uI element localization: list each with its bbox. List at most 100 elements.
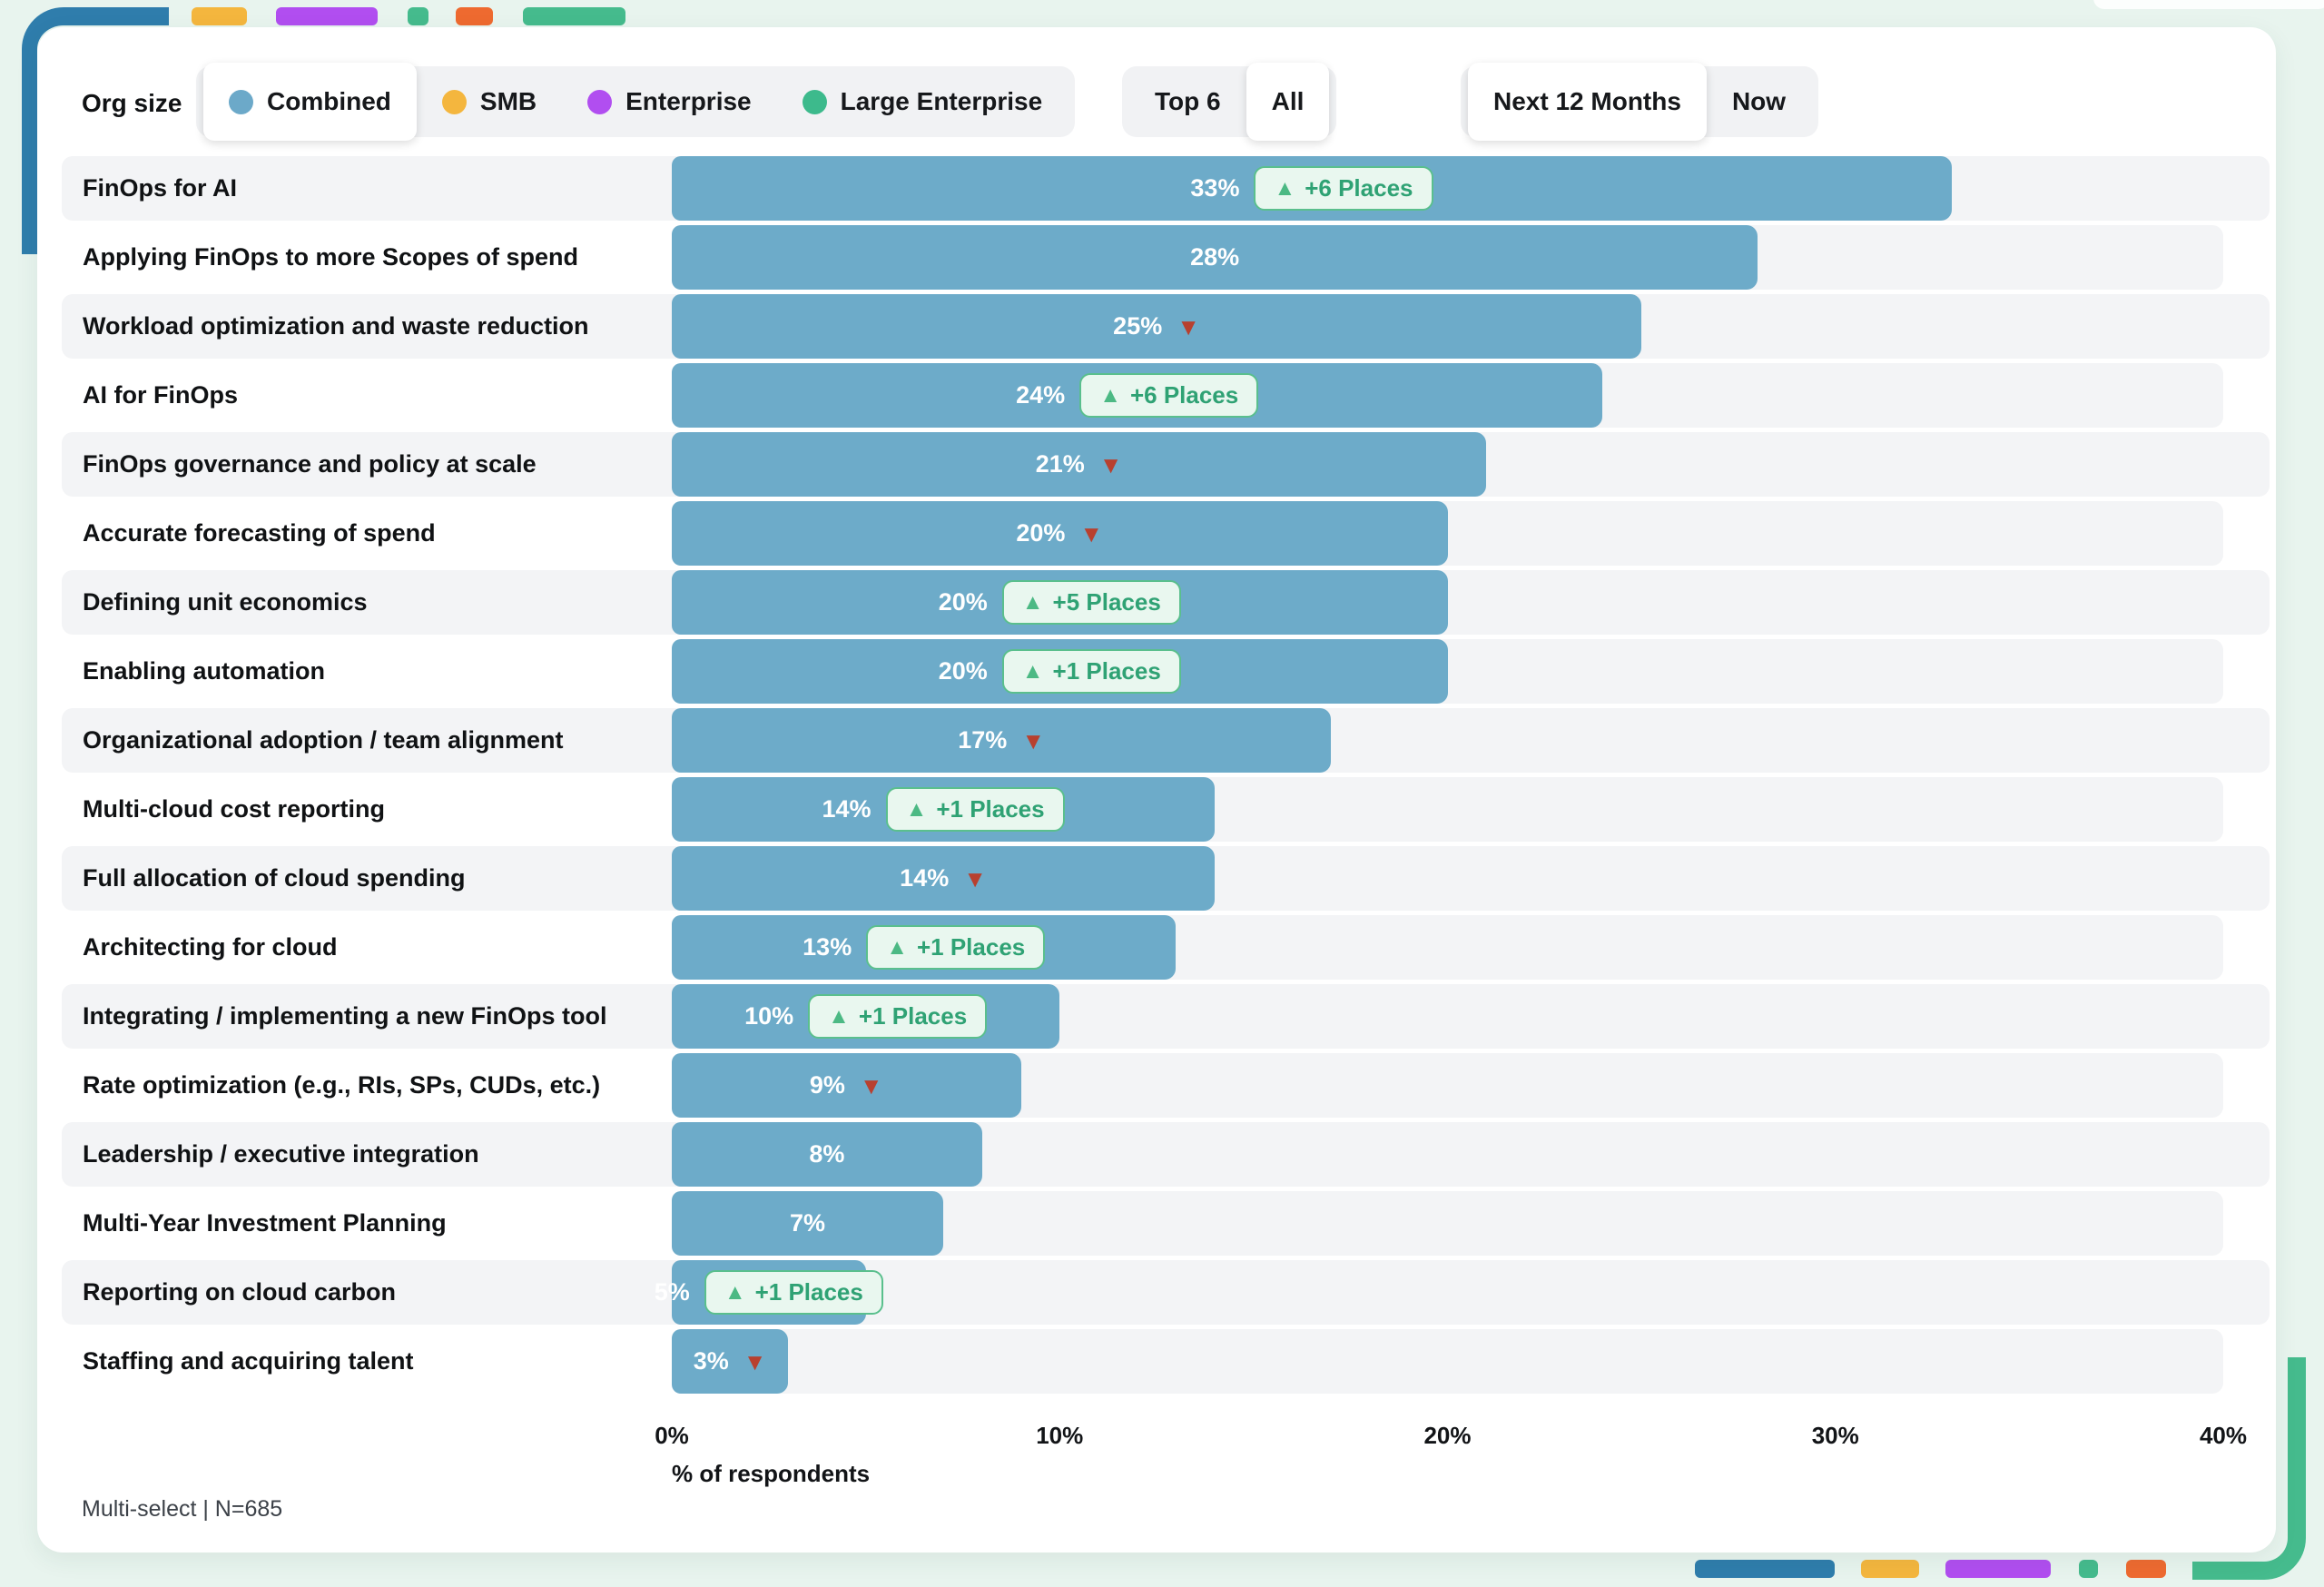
bar-workload-optimization-and-waste-reduction: 25% ▼	[672, 294, 1642, 359]
rank-up-label: +1 Places	[916, 933, 1026, 961]
frame-corner-bottom-right	[2192, 1357, 2306, 1580]
chart-row: 20% ▲ +1 Places Enabling automation	[62, 639, 2270, 704]
bar-value: 17%	[958, 726, 1008, 754]
rank-up-label: +5 Places	[1052, 588, 1161, 616]
rank-up-badge: ▲ +1 Places	[704, 1270, 883, 1315]
category-label: Workload optimization and waste reductio…	[83, 312, 589, 340]
category-label: Enabling automation	[83, 657, 325, 685]
plot-area: 24% ▲ +6 Places	[672, 363, 2223, 428]
down-triangle-icon: ▼	[963, 864, 987, 892]
chart-row: 5% ▲ +1 Places Reporting on cloud carbon	[62, 1260, 2270, 1325]
chart-row: 21% ▼ FinOps governance and policy at scal…	[62, 432, 2270, 497]
up-triangle-icon: ▲	[1274, 175, 1296, 201]
bar-value: 9%	[809, 1071, 845, 1099]
category-label: Accurate forecasting of spend	[83, 519, 436, 547]
toggle-option-combined[interactable]: Combined	[203, 63, 417, 141]
up-triangle-icon: ▲	[724, 1279, 746, 1305]
category-label: Reporting on cloud carbon	[83, 1278, 396, 1306]
bar-value: 3%	[693, 1347, 729, 1375]
rank-up-label: +6 Places	[1305, 174, 1413, 202]
frame-dash	[523, 7, 625, 25]
plot-area: 8%	[672, 1122, 2223, 1187]
toggle-option-label: Large Enterprise	[840, 87, 1043, 115]
toggle-option-all[interactable]: All	[1246, 63, 1330, 141]
time-toggle: Next 12 Months Now	[1461, 63, 1819, 141]
frame-dash	[192, 7, 247, 25]
bar-track	[672, 1329, 2223, 1394]
toggle-option-label: Top 6	[1155, 87, 1221, 115]
frame-corner-top-left	[22, 7, 169, 254]
toggle-option-smb[interactable]: SMB	[417, 74, 562, 130]
x-axis-title: % of respondents	[672, 1460, 871, 1487]
rank-up-label: +1 Places	[936, 795, 1045, 823]
category-label: Multi-cloud cost reporting	[83, 795, 385, 823]
frame-dash	[2126, 1560, 2166, 1578]
plot-area: 20% ▲ +1 Places	[672, 639, 2223, 704]
category-label: Applying FinOps to more Scopes of spend	[83, 243, 579, 271]
bar-value: 21%	[1035, 450, 1085, 478]
bar-value: 20%	[938, 588, 988, 616]
rank-up-label: +1 Places	[1052, 657, 1161, 685]
bar-value: 14%	[900, 864, 950, 892]
bar-full-allocation-of-cloud-spending: 14% ▼	[672, 846, 1216, 911]
bar-multi-cloud-cost-reporting: 14% ▲ +1 Places	[672, 777, 1216, 842]
toggle-option-enterprise[interactable]: Enterprise	[562, 74, 777, 130]
category-label: Multi-Year Investment Planning	[83, 1209, 447, 1237]
bar-chart: 33% ▲ +6 Places FinOps for AI 28% Applying Fi…	[62, 156, 2270, 1394]
toggle-option-top-6[interactable]: Top 6	[1129, 74, 1246, 130]
enterprise-color-dot	[587, 89, 613, 114]
category-label: Defining unit economics	[83, 588, 368, 616]
org-size-toggle: Combined SMB Enterprise Large Enterprise	[196, 63, 1076, 141]
category-label: AI for FinOps	[83, 381, 238, 409]
category-label: Architecting for cloud	[83, 933, 338, 961]
toggle-option-next-12-months[interactable]: Next 12 Months	[1468, 63, 1707, 141]
bar-value: 28%	[1190, 243, 1240, 271]
bar-organizational-adoption-team-alignment: 17% ▼	[672, 708, 1332, 773]
bar-finops-governance-and-policy-at-scale: 21% ▼	[672, 432, 1487, 497]
bar-value: 20%	[938, 657, 988, 685]
frame-dash	[408, 7, 428, 25]
chart-card: Org size Combined SMB Enterprise Large Ente…	[37, 27, 2276, 1552]
bar-track	[672, 1260, 2223, 1325]
bar-value: 20%	[1016, 519, 1066, 547]
bar-value: 8%	[809, 1140, 845, 1168]
up-triangle-icon: ▲	[1099, 382, 1121, 408]
rank-up-badge: ▲ +1 Places	[808, 994, 988, 1039]
frame-dash	[2079, 1560, 2098, 1578]
rank-up-label: +6 Places	[1129, 381, 1239, 409]
x-axis-tick: 40%	[2199, 1422, 2248, 1449]
bar-ai-for-finops: 24% ▲ +6 Places	[672, 363, 1603, 428]
chart-row: 14% ▼ Full allocation of cloud spending	[62, 846, 2270, 911]
rank-up-badge: ▲ +1 Places	[866, 925, 1046, 970]
category-label: Rate optimization (e.g., RIs, SPs, CUDs,…	[83, 1071, 601, 1099]
down-triangle-icon: ▼	[859, 1071, 883, 1099]
toggle-option-label: Now	[1731, 87, 1787, 115]
org-size-label: Org size	[82, 89, 182, 117]
bar-value: 25%	[1113, 312, 1163, 340]
category-label: Full allocation of cloud spending	[83, 864, 466, 892]
rank-up-label: +1 Places	[858, 1002, 968, 1030]
plot-area: 10% ▲ +1 Places	[672, 984, 2223, 1049]
plot-area: 21% ▼	[672, 432, 2223, 497]
smb-color-dot	[441, 89, 467, 114]
chart-row: 33% ▲ +6 Places FinOps for AI	[62, 156, 2270, 221]
category-label: Organizational adoption / team alignment	[83, 726, 564, 754]
rank-up-badge: ▲ +5 Places	[1001, 580, 1181, 625]
toggle-option-now[interactable]: Now	[1707, 74, 1811, 130]
bar-rate-optimization-e-g-ris-sps-cuds-etc: 9% ▼	[672, 1053, 1021, 1118]
chart-row: 24% ▲ +6 Places AI for FinOps	[62, 363, 2270, 428]
bar-enabling-automation: 20% ▲ +1 Places	[672, 639, 1448, 704]
category-label: FinOps for AI	[83, 174, 237, 202]
toggle-option-large-enterprise[interactable]: Large Enterprise	[777, 74, 1068, 130]
toggle-option-label: Enterprise	[625, 87, 752, 115]
bar-value: 13%	[803, 933, 852, 961]
frame-dash	[1695, 1560, 1835, 1578]
bar-value: 5%	[654, 1278, 690, 1306]
plot-area: 13% ▲ +1 Places	[672, 915, 2223, 980]
footer-note: Multi-select | N=685	[82, 1496, 283, 1522]
bar-reporting-on-cloud-carbon: 5% ▲ +1 Places	[655, 1260, 883, 1325]
category-label: FinOps governance and policy at scale	[83, 450, 537, 478]
bar-accurate-forecasting-of-spend: 20% ▼	[672, 501, 1448, 566]
x-axis-tick: 10%	[1036, 1422, 1084, 1449]
